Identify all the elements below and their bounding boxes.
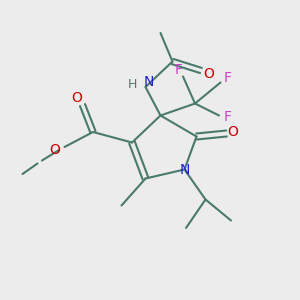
Text: F: F	[224, 71, 232, 85]
Text: F: F	[224, 110, 232, 124]
Text: O: O	[71, 91, 82, 104]
Text: O: O	[49, 143, 60, 157]
Text: O: O	[227, 125, 238, 139]
Text: N: N	[179, 163, 190, 176]
Text: H: H	[127, 77, 137, 91]
Text: F: F	[175, 64, 182, 77]
Text: N: N	[143, 76, 154, 89]
Text: O: O	[203, 67, 214, 80]
